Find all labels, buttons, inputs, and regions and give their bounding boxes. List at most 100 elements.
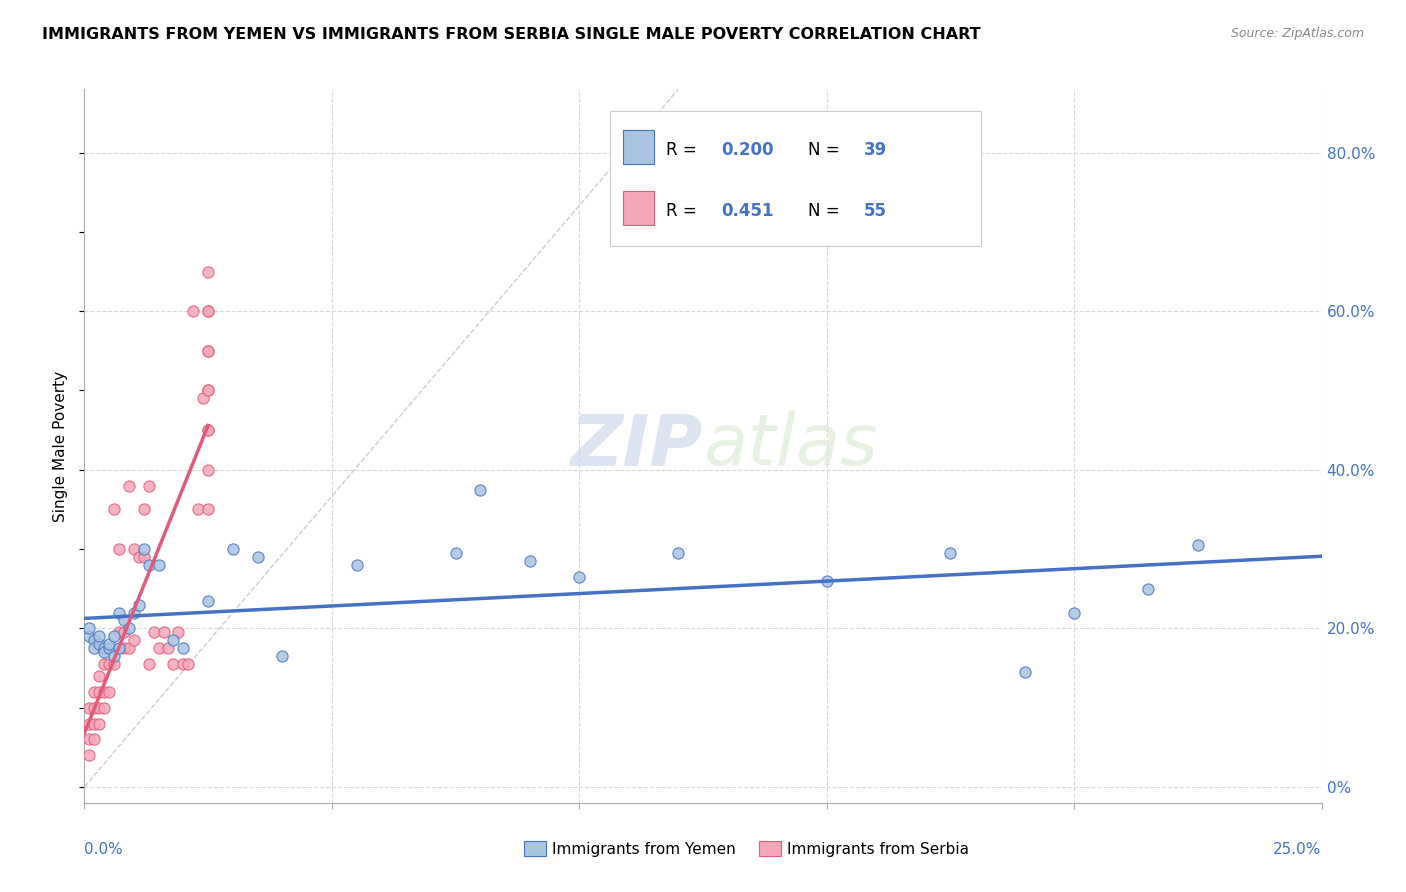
Point [89,685,111,699]
Point [167,625,190,640]
Point [148,641,170,656]
Text: 25.0%: 25.0% [1274,842,1322,857]
Point [197,384,219,398]
Point [103,629,125,643]
Point [93,685,115,699]
Point [142,625,165,640]
Point [187,502,209,516]
Text: 0.0%: 0.0% [84,842,124,857]
Bar [623,130,654,164]
Point [79,621,101,635]
Point [108,542,131,557]
Point [470,483,492,497]
Text: R =: R = [666,202,702,219]
Point [162,633,184,648]
Point [79,732,101,747]
Point [132,502,155,516]
Point [815,574,838,588]
Point [118,478,141,492]
Point [122,633,145,648]
Point [122,606,145,620]
Point [83,685,105,699]
Point [197,343,219,358]
Point [177,657,200,671]
Point [98,657,121,671]
Point [83,716,105,731]
Text: Immigrants from Yemen: Immigrants from Yemen [553,842,735,857]
Point [197,264,219,278]
Point [108,606,131,620]
Point [197,384,219,398]
Point [191,392,214,406]
Point [444,546,467,560]
Point [346,558,368,572]
Point [79,748,101,763]
Point [568,570,591,584]
Point [172,641,194,656]
Y-axis label: Single Male Poverty: Single Male Poverty [53,370,69,522]
Bar [759,840,780,856]
Point [197,423,219,437]
Point [98,641,121,656]
Point [112,625,135,640]
Point [138,558,160,572]
Text: N =: N = [808,202,845,219]
Point [83,732,105,747]
Point [128,598,150,612]
Point [132,542,155,557]
Point [93,700,115,714]
Point [112,614,135,628]
Text: Immigrants from Serbia: Immigrants from Serbia [787,842,969,857]
Point [79,700,101,714]
Point [83,700,105,714]
Point [138,478,160,492]
Point [197,423,219,437]
Point [1014,665,1036,679]
Point [103,649,125,664]
Bar [623,191,654,225]
Point [222,542,245,557]
Point [1137,582,1160,596]
Point [83,633,105,648]
Text: 0.200: 0.200 [721,141,775,159]
Point [98,685,121,699]
Point [89,629,111,643]
Point [939,546,962,560]
Point [172,657,194,671]
Point [112,641,135,656]
Point [1187,538,1209,552]
Point [197,502,219,516]
Text: R =: R = [666,141,702,159]
Point [118,641,141,656]
Point [197,304,219,318]
Point [666,546,689,560]
Point [118,621,141,635]
Point [79,716,101,731]
Text: 55: 55 [863,202,887,219]
Point [197,593,219,607]
Point [181,304,204,318]
Point [132,549,155,564]
Point [197,463,219,477]
Point [79,629,101,643]
Bar [523,840,546,856]
Point [89,700,111,714]
Point [89,716,111,731]
Point [108,625,131,640]
Point [152,625,174,640]
Point [246,549,269,564]
Point [98,637,121,651]
Text: N =: N = [808,141,845,159]
Point [108,641,131,656]
Point [103,502,125,516]
Point [148,558,170,572]
Point [93,645,115,659]
Point [93,657,115,671]
Point [89,669,111,683]
Point [1063,606,1085,620]
Point [138,657,160,671]
Point [197,304,219,318]
Point [197,343,219,358]
FancyBboxPatch shape [610,111,981,246]
Point [98,641,121,656]
